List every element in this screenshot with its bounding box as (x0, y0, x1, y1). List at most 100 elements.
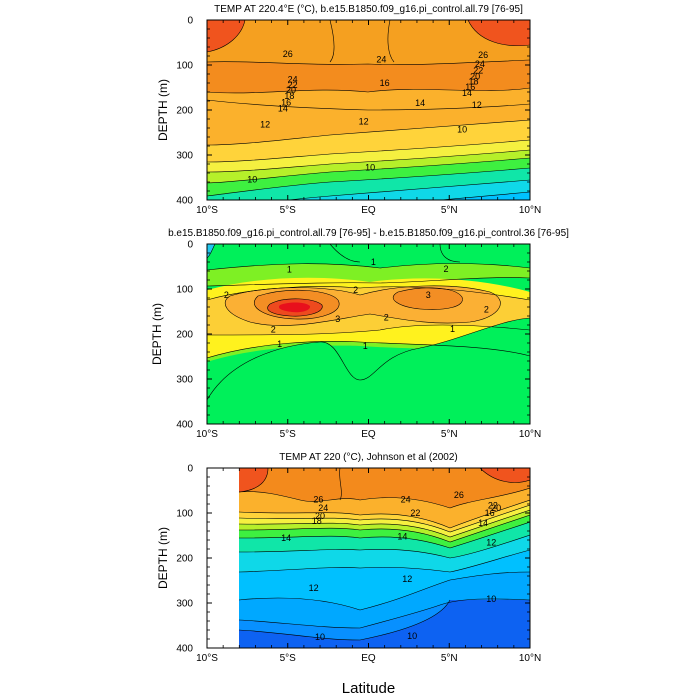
figure-xlabel: Latitude (342, 680, 395, 697)
panel-2-contour-label: 1 (277, 339, 282, 349)
panel-1-contour-label: 16 (380, 78, 390, 88)
panel-3-contour-label: 20 (315, 511, 325, 521)
panel-1-xtick-label: 5°N (441, 205, 458, 216)
panel-2-contour-label: 2 (224, 290, 229, 300)
panel-1-contour-label: 12 (359, 117, 369, 127)
panel-3-xtick-label: EQ (361, 653, 376, 664)
panel-2-ytick-label: 100 (176, 285, 193, 296)
panel-3-contour-label: 14 (397, 531, 407, 541)
panel-1-xtick-label: 5°S (280, 205, 297, 216)
panel-3-contour-label: 26 (313, 495, 323, 505)
panel-2-contour-label: 1 (450, 324, 455, 334)
panel-2-contour-label: 2 (271, 325, 276, 335)
panel-3-xtick-label: 5°N (441, 653, 458, 664)
panel-2-contour-field (207, 244, 530, 424)
panel-2-contour-label: 2 (384, 312, 389, 322)
panel-1-ytick-label: 0 (187, 16, 193, 27)
panel-1-contour-label: 12 (260, 119, 270, 129)
panel-1-xtick-label: EQ (361, 205, 376, 216)
panel-2-contour-label: 2 (353, 285, 358, 295)
panel-1-contour-label: 18 (284, 91, 294, 101)
panel-3-contour-label: 18 (312, 516, 322, 526)
panel-2-ytick-label: 300 (176, 375, 193, 386)
panel-2-contour-lines (207, 244, 530, 401)
panel-2-xtick-label: 5°S (280, 429, 297, 440)
panel-2-contour-label: 3 (335, 314, 340, 324)
panel-3-contour-label: 10 (315, 632, 325, 642)
panel-1-contour-label: 18 (468, 77, 478, 87)
panel-1-ticks: 10°S 5°S EQ 5°N 10°N 0 100 200 300 400 (176, 16, 541, 217)
panel-1-contour-label: 16 (281, 97, 291, 107)
panel-1-contour-lines (207, 20, 530, 200)
panel-3-contour-label: 22 (488, 500, 498, 510)
panel-1-xtick-label: 10°N (519, 205, 541, 216)
panel-3-contour-label: 14 (281, 533, 291, 543)
panel-3-contour-label: 24 (318, 503, 328, 513)
panel-2-ytick-label: 200 (176, 330, 193, 341)
panel-3-contour-label: 12 (486, 537, 496, 547)
panel-3-contour-label: 20 (491, 503, 501, 513)
panel-3-contour-label: 14 (478, 518, 488, 528)
panel-1-contour-label: 12 (472, 100, 482, 110)
panel-1-contour-label: 24 (475, 59, 485, 69)
panel-2-contour-label: 2 (484, 304, 489, 314)
panel-2-title: b.e15.B1850.f09_g16.pi_control.all.79 [7… (168, 228, 569, 239)
panel-3-xtick-label: 10°N (519, 653, 541, 664)
panel-3-contour-label: 12 (402, 574, 412, 584)
panel-1: TEMP AT 220.4°E (°C), b.e15.B1850.f09_g1… (156, 4, 541, 217)
panel-1-ytick-label: 200 (176, 106, 193, 117)
panel-3-ytick-label: 200 (176, 554, 193, 565)
panel-2-ytick-label: 400 (176, 420, 193, 431)
panel-3-xtick-label: 5°S (280, 653, 297, 664)
panel-3-contour-field (239, 468, 530, 648)
panel-2-ticks: 10°S 5°S EQ 5°N 10°N 0 100 200 300 400 (176, 240, 541, 441)
panel-1-contour-label: 16 (465, 82, 475, 92)
panel-1-contour-label: 10 (457, 124, 467, 134)
panel-1-contour-label: 14 (415, 98, 425, 108)
panel-1-ytick-label: 100 (176, 61, 193, 72)
panel-3-contour-label: 22 (410, 508, 420, 518)
panel-1-contour-label: 24 (288, 74, 298, 84)
panel-3-contour-label: 10 (407, 631, 417, 641)
panel-3-xtick-label: 10°S (196, 653, 218, 664)
panel-2-contour-label: 1 (371, 257, 376, 267)
panel-3-contour-label: 16 (485, 508, 495, 518)
panel-1-contour-label: 10 (365, 163, 375, 173)
panel-1-contour-label: 22 (473, 65, 483, 75)
panel-3-ticks: 10°S 5°S EQ 5°N 10°N 0 100 200 300 400 (176, 464, 541, 665)
panel-2-contour-label: 1 (363, 341, 368, 351)
panel-1-contour-label: 14 (462, 88, 472, 98)
panel-3-contour-label: 10 (486, 594, 496, 604)
panel-2-ylabel: DEPTH (m) (150, 303, 164, 365)
panel-3: TEMP AT 220 (°C), Johnson et al (2002) (156, 452, 541, 664)
panel-3-ytick-label: 400 (176, 644, 193, 655)
panel-1-ytick-label: 400 (176, 196, 193, 207)
panel-1-title: TEMP AT 220.4°E (°C), b.e15.B1850.f09_g1… (214, 4, 523, 15)
panel-1-contour-label: 24 (376, 55, 386, 65)
panel-1-ytick-label: 300 (176, 151, 193, 162)
panel-2: b.e15.B1850.f09_g16.pi_control.all.79 [7… (150, 228, 569, 440)
panel-3-contour-label: 12 (309, 583, 319, 593)
panel-3-ytick-label: 300 (176, 599, 193, 610)
panel-1-contour-label: 22 (288, 80, 298, 90)
panel-3-title: TEMP AT 220 (°C), Johnson et al (2002) (279, 452, 458, 463)
panel-2-contour-label: 1 (287, 265, 292, 275)
panel-2-xtick-label: 10°S (196, 429, 218, 440)
panel-2-xtick-label: 5°N (441, 429, 458, 440)
panel-3-ytick-label: 0 (187, 464, 193, 475)
panel-2-contour-label: 3 (426, 290, 431, 300)
panel-3-ylabel: DEPTH (m) (156, 527, 170, 589)
panel-2-xtick-label: EQ (361, 429, 376, 440)
panel-1-contour-label: 20 (286, 85, 296, 95)
panel-3-contour-lines (238, 468, 530, 641)
panel-2-ytick-label: 0 (187, 240, 193, 251)
panel-3-contour-label: 24 (401, 495, 411, 505)
panel-1-xtick-label: 10°S (196, 205, 218, 216)
panel-1-contour-label: 20 (470, 71, 480, 81)
panel-3-ytick-label: 100 (176, 509, 193, 520)
panel-1-contour-label: 14 (278, 104, 288, 114)
